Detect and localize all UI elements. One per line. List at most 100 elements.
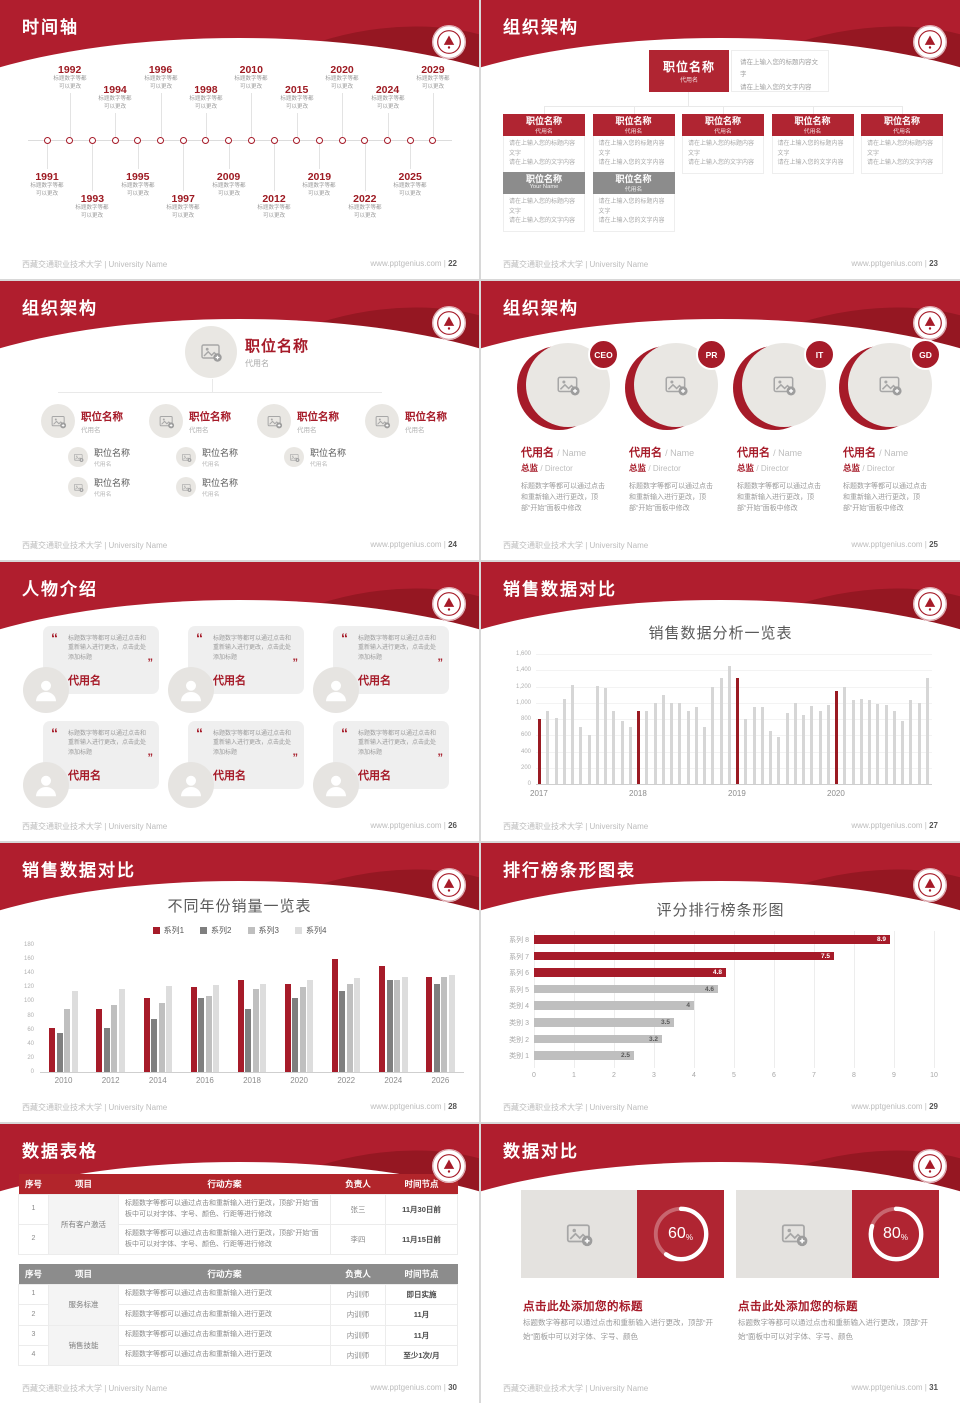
compare-body: 标题数字等都可以通过点击和重新输入进行更改，顶部“开始”面板中可以对字体、字号、… (738, 1318, 928, 1341)
image-placeholder-icon[interactable] (185, 326, 237, 378)
image-placeholder-icon[interactable] (365, 404, 399, 438)
org2-sub-node[interactable]: 职位名称 代用名 (68, 446, 147, 468)
image-placeholder-icon[interactable] (68, 447, 88, 467)
org-box-header: 职位名称 代用名 (771, 114, 854, 136)
timeline-connector (342, 93, 344, 137)
slide-org-boxes[interactable]: 组织架构 职位名称 代用名 请在上输入您的标题内容文字 请在上输入您的文字内容 … (481, 0, 960, 279)
bar (205, 995, 212, 1072)
org2-sub-name: 代用名 (202, 462, 220, 468)
slide-data-compare[interactable]: 数据对比 60% 点击此处添加您的标题 标题数字等都可以通过点击和重新输入进行更… (481, 1124, 960, 1403)
timeline-desc: 可以更改 (217, 190, 240, 197)
org-box-title: 职位名称 (615, 174, 652, 184)
image-placeholder-icon[interactable] (736, 1190, 852, 1278)
image-placeholder-icon[interactable] (149, 404, 183, 438)
bar (426, 976, 433, 1072)
col-header: 项目 (48, 1264, 119, 1285)
org-child-box[interactable]: 职位名称 代用名 请在上输入您的标题内容文字 请在上输入您的文字内容 (503, 114, 585, 174)
image-placeholder-icon[interactable] (41, 404, 75, 438)
compare-panel: 80% (736, 1190, 939, 1278)
col-header: 项目 (48, 1174, 119, 1195)
slide-sales-yearly[interactable]: 销售数据对比 不同年份销量一览表 系列1 系列2 系列3 系列4 0 20 40 60 80 1… (0, 843, 479, 1122)
person-name: 代用名 (213, 675, 246, 687)
slide-people-intro[interactable]: 人物介绍 “标题数字等都可以通过点击和重新输入进行更改，点击此处添加标题” 代用名… (0, 562, 479, 841)
org-extra-box[interactable]: 职位名称 Your Name 请在上输入您的标题内容文字 请在上输入您的文字内容 (503, 172, 585, 232)
slide-footer: 西藏交通职业技术大学 | University Name www.pptgeni… (22, 1102, 457, 1113)
col-header: 行动方案 (118, 1174, 331, 1195)
connector-line (688, 92, 689, 106)
bar (118, 988, 125, 1072)
org-box-note: 请在上输入您的标题内容文字 请在上输入您的文字内容 (771, 136, 854, 174)
org2-branch-node[interactable]: 职位名称 代用名 (41, 404, 147, 438)
slide-ranking[interactable]: 排行榜条形图表 评分排行榜条形图 0 1 2 3 4 5 6 7 8 9 10 系列 8 8.9 系列 7… (481, 843, 960, 1122)
timeline-dot (66, 137, 74, 144)
bar (884, 705, 888, 784)
timeline-year: 1998 (194, 84, 218, 96)
quote-card[interactable]: “ 标题数字等都可以通过点击和重新输入进行更改，点击此处添加标题” 代用名 (188, 626, 304, 694)
bar (612, 710, 616, 784)
slide-sales-monthly[interactable]: 销售数据对比 销售数据分析一览表 0 200 400 600 800 1,000 1,200… (481, 562, 960, 841)
quote-open-icon: “ (341, 630, 348, 646)
bar (96, 1008, 103, 1072)
profile-name: 代用名 / Name (737, 444, 833, 460)
image-placeholder-icon[interactable] (176, 477, 196, 497)
org2-branch-node[interactable]: 职位名称 代用名 (365, 404, 471, 438)
org-root-note: 请在上输入您的标题内容文字 请在上输入您的文字内容 (731, 50, 829, 92)
timeline-connector (160, 93, 162, 137)
org-root-box[interactable]: 职位名称 代用名 (649, 50, 729, 92)
org2-root[interactable]: 职位名称 代用名 (185, 326, 309, 378)
timeline-axis (28, 140, 452, 141)
timeline-dot (225, 137, 233, 144)
org-root-title: 职位名称 (662, 60, 715, 74)
timeline-dot (293, 137, 301, 144)
bar (909, 700, 913, 784)
org2-sub-node[interactable]: 职位名称 代用名 (68, 476, 147, 498)
profile-card[interactable]: CEO 代用名 / Name 总监 / Director 标题数字等都可以通过点击和重… (517, 339, 619, 515)
slide-data-tables[interactable]: 数据表格 序号 项目 行动方案 负责人 时间节点 1 所有客户激活 标题数字等都… (0, 1124, 479, 1403)
timeline-desc: 可以更改 (399, 190, 422, 197)
profile-card[interactable]: GD 代用名 / Name 总监 / Director 标题数字等都可以通过点击和重新… (839, 339, 941, 515)
profile-photo: PR (625, 339, 727, 431)
org-child-box[interactable]: 职位名称 代用名 请在上输入您的标题内容文字 请在上输入您的文字内容 (861, 114, 943, 174)
org-child-box[interactable]: 职位名称 代用名 请在上输入您的标题内容文字 请在上输入您的文字内容 (771, 114, 854, 174)
note-line: 请在上输入您的标题内容文字 (598, 141, 665, 157)
slide-timeline[interactable]: 时间轴 1991 标题数字等都 可以更改 1992 标题数字等都 可以更改 1993 标题数字… (0, 0, 479, 279)
org2-sub-node[interactable]: 职位名称 代用名 (176, 446, 255, 468)
bar (331, 959, 338, 1072)
role-badge: IT (804, 339, 835, 370)
footer-separator: | (922, 259, 930, 268)
bar (166, 985, 173, 1072)
gridline (814, 931, 815, 1068)
col-header: 序号 (18, 1264, 49, 1285)
org2-branch-node[interactable]: 职位名称 代用名 (149, 404, 255, 438)
footer-university: 西藏交通职业技术大学 | University Name (503, 822, 649, 831)
x-tick-label: 4 (692, 1072, 696, 1079)
org2-sub-node[interactable]: 职位名称 代用名 (284, 446, 363, 468)
person-icon (181, 775, 201, 797)
image-placeholder-icon[interactable] (176, 447, 196, 467)
bar (901, 720, 904, 784)
university-logo-icon (431, 867, 467, 903)
image-placeholder-icon[interactable] (68, 477, 88, 497)
cell-person: 张三 (330, 1194, 386, 1225)
org2-sub-title: 职位名称 (94, 448, 131, 458)
image-placeholder-icon[interactable] (521, 1190, 637, 1278)
slide-org-circles[interactable]: 组织架构 职位名称 代用名 职位名称 代用名 职位名称 代用名 职位名称 代用名 职位名称代… (0, 281, 479, 560)
cell-no: 2 (18, 1304, 49, 1326)
image-placeholder-icon[interactable] (284, 447, 304, 467)
org-extra-box[interactable]: 职位名称 代用名 请在上输入您的标题内容文字 请在上输入您的文字内容 (592, 172, 675, 232)
quote-card[interactable]: “ 标题数字等都可以通过点击和重新输入进行更改，点击此处添加标题” 代用名 (333, 721, 449, 789)
timeline-desc: 标题数字等都 (30, 183, 64, 189)
timeline-desc: 可以更改 (194, 103, 217, 110)
col-header: 序号 (18, 1174, 49, 1195)
connector-line (723, 106, 724, 114)
profile-card[interactable]: IT 代用名 / Name 总监 / Director 标题数字等都可以通过点击和重新… (733, 339, 835, 515)
timeline-item: 2009 标题数字等都 可以更改 (202, 171, 256, 198)
slide-org-profiles[interactable]: 组织架构 CEO 代用名 / Name 总监 / Director 标题数字等都可以通… (481, 281, 960, 560)
person-name: 代用名 (358, 770, 391, 782)
org2-branch-node[interactable]: 职位名称 代用名 (257, 404, 363, 438)
profile-card[interactable]: PR 代用名 / Name 总监 / Director 标题数字等都可以通过点击和重新… (625, 339, 727, 515)
org2-sub-node[interactable]: 职位名称 代用名 (176, 476, 255, 498)
org-child-box[interactable]: 职位名称 代用名 请在上输入您的标题内容文字 请在上输入您的文字内容 (592, 114, 675, 174)
org-child-box[interactable]: 职位名称 代用名 请在上输入您的标题内容文字 请在上输入您的文字内容 (682, 114, 764, 174)
image-placeholder-icon[interactable] (257, 404, 291, 438)
